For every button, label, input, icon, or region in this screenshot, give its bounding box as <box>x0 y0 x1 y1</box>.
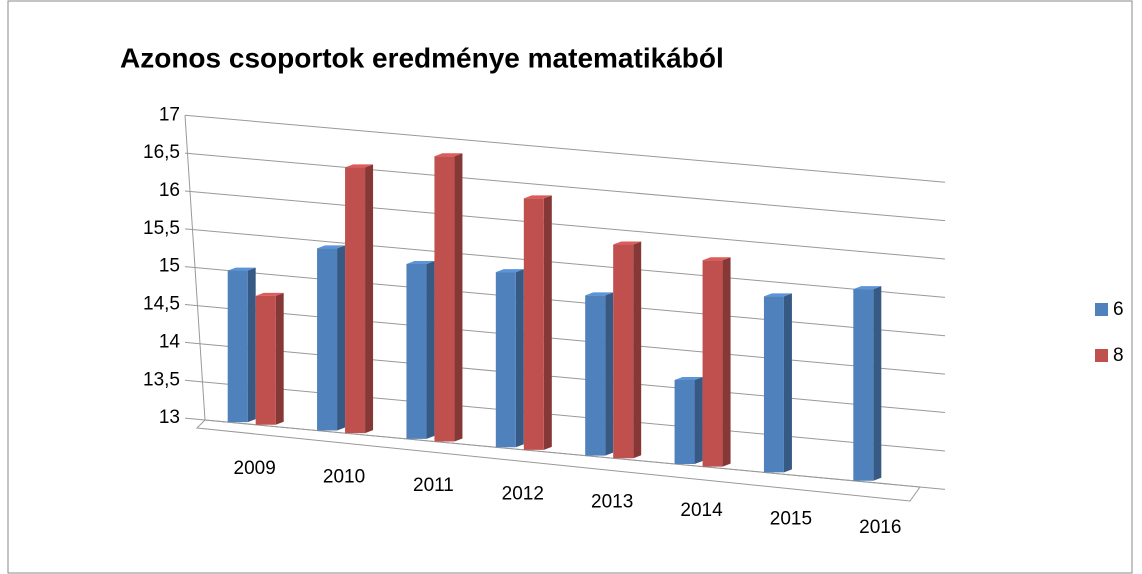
y-tick-label: 16,5 <box>143 142 180 163</box>
chart-border <box>7 0 1133 574</box>
bar <box>674 379 695 465</box>
bar-top <box>523 195 552 199</box>
bar-top <box>434 153 463 157</box>
grid-line <box>184 266 946 337</box>
bar-side <box>873 286 882 481</box>
x-tick-label: 2009 <box>234 458 276 479</box>
x-tick-label: 2011 <box>413 475 454 496</box>
bar-top <box>406 261 435 265</box>
y-tick-label: 16 <box>159 180 180 201</box>
bar-top <box>317 245 346 249</box>
bar-top <box>255 292 284 296</box>
bar-side <box>454 153 463 442</box>
bar <box>702 260 723 467</box>
grid-line <box>184 304 946 375</box>
bar <box>317 248 338 431</box>
bar-top <box>702 257 731 261</box>
bar-side <box>247 267 256 423</box>
bar <box>227 270 248 423</box>
bar <box>763 296 784 473</box>
y-tick-label: 13 <box>159 407 180 428</box>
bar-side <box>337 245 346 431</box>
y-tick-label: 17 <box>159 104 180 125</box>
chart-title: Azonos csoportok eredménye matematikából <box>120 42 724 73</box>
bar-top <box>227 267 256 271</box>
grid-line <box>184 379 946 452</box>
grid-line <box>184 114 946 183</box>
x-tick-label: 2015 <box>770 508 812 529</box>
bar <box>255 295 276 425</box>
legend-swatch <box>1095 349 1108 362</box>
grid-line <box>184 228 946 298</box>
x-tick-label: 2012 <box>502 483 544 504</box>
bar-top <box>853 286 882 290</box>
y-tick-label: 15,5 <box>143 218 180 239</box>
bar-top <box>345 164 374 168</box>
bar-side <box>605 292 614 456</box>
grid-line <box>184 190 946 260</box>
bar-side <box>275 292 284 425</box>
x-tick-label: 2010 <box>323 467 365 488</box>
bar <box>495 272 516 448</box>
bar-side <box>783 293 792 473</box>
y-tick-label: 15 <box>159 256 180 277</box>
bar <box>345 167 366 434</box>
bar-top <box>495 269 524 273</box>
legend-swatch <box>1095 303 1108 316</box>
x-tick-label: 2014 <box>680 500 723 521</box>
grid-line <box>184 417 946 490</box>
grid-line <box>184 152 946 222</box>
bar-side <box>633 241 642 459</box>
legend-label: 8 <box>1113 345 1124 366</box>
bar-side <box>365 164 374 434</box>
bar-side <box>722 257 731 467</box>
bar-side <box>694 376 703 465</box>
grid-line <box>184 341 946 414</box>
x-tick-label: 2016 <box>859 517 901 538</box>
y-tick-label: 13,5 <box>143 369 180 390</box>
legend-label: 6 <box>1113 299 1124 320</box>
bar-side <box>426 261 435 439</box>
bar <box>523 198 544 450</box>
bar <box>585 295 606 456</box>
x-tick-label: 2013 <box>591 492 633 513</box>
bar-top <box>763 293 792 297</box>
bar-side <box>543 195 552 450</box>
bar-top <box>613 241 642 245</box>
bar-side <box>515 269 524 448</box>
bar <box>434 156 455 442</box>
bar <box>406 264 427 439</box>
bar <box>853 289 874 481</box>
bar-top <box>674 376 703 380</box>
y-tick-label: 14 <box>159 331 181 352</box>
bar-top <box>585 292 614 296</box>
bar <box>613 244 634 459</box>
y-tick-label: 14,5 <box>143 294 180 315</box>
